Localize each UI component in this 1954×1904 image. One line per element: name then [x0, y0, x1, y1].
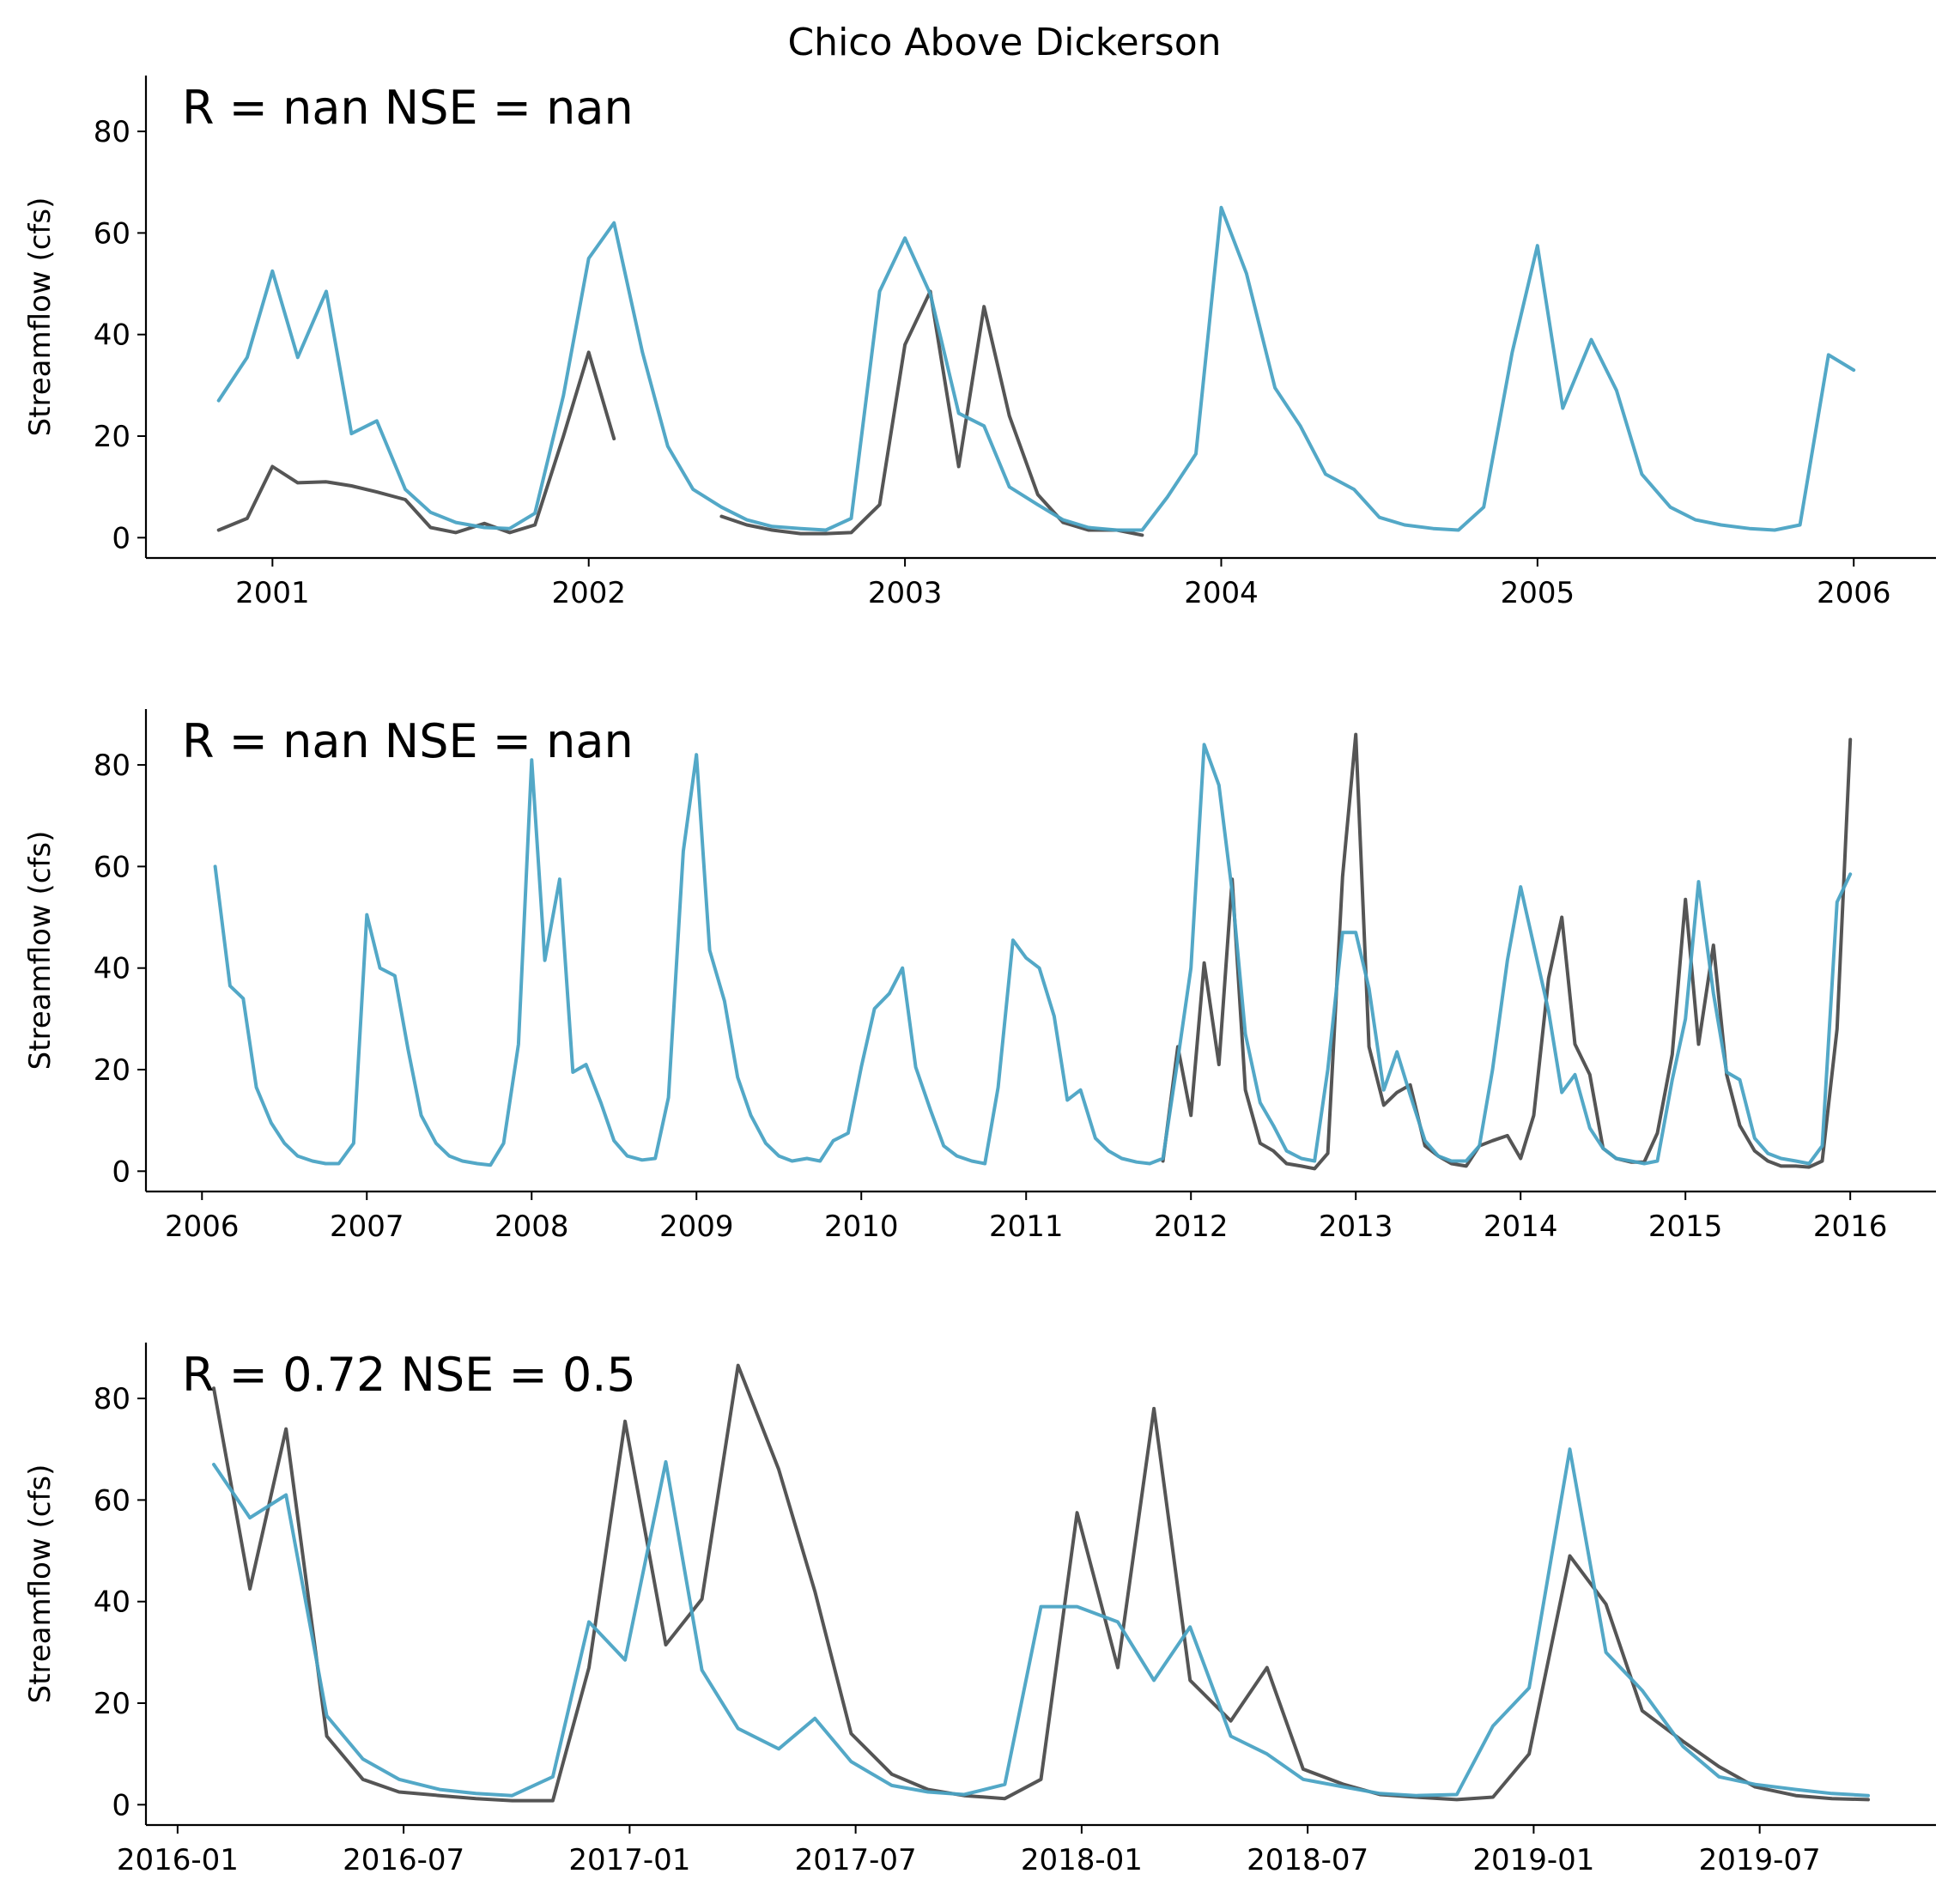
- y-tick-label: 20: [94, 1053, 130, 1088]
- y-axis-label: Streamflow (cfs): [23, 831, 58, 1070]
- y-tick-label: 40: [94, 952, 130, 986]
- x-tick-label: 2016-01: [117, 1843, 239, 1877]
- x-tick-label: 2019-01: [1472, 1843, 1594, 1877]
- observed-series-line: [212, 1363, 1870, 1803]
- x-tick-label: 2017-01: [568, 1843, 690, 1877]
- y-tick-label: 0: [112, 521, 130, 555]
- y-tick-label: 20: [94, 1687, 130, 1721]
- x-tick-label: 2014: [1484, 1210, 1558, 1244]
- x-tick-label: 2005: [1501, 576, 1575, 610]
- figure-title: Chico Above Dickerson: [787, 21, 1221, 64]
- chart-panel-1: 0 20 40 60 80 2001 2002 2003 2004 2005 2006 Streamf…: [23, 76, 1936, 610]
- y-tick-label: 0: [112, 1788, 130, 1822]
- x-tick-label: 2003: [868, 576, 943, 610]
- x-tick-label: 2010: [824, 1210, 899, 1244]
- simulated-series-line: [213, 743, 1853, 1167]
- x-tick-label: 2017-07: [795, 1843, 917, 1877]
- stats-annotation: R = nan NSE = nan: [182, 714, 634, 768]
- chart-panel-2: 0 20 40 60 80 2006 2007 2008 2009 2010 2011 2012 201…: [23, 709, 1936, 1244]
- x-tick-label: 2016-07: [343, 1843, 464, 1877]
- x-tick-label: 2011: [989, 1210, 1064, 1244]
- x-tick-label: 2006: [1817, 576, 1891, 610]
- x-tick-label: 2006: [165, 1210, 240, 1244]
- x-tick-label: 2007: [330, 1210, 404, 1244]
- panels: 0 20 40 60 80 2001 2002 2003 2004 2005 2006 Streamf…: [23, 76, 1936, 1877]
- observed-series-line: [1161, 732, 1853, 1171]
- chart-panel-3: 0 20 40 60 80 2016-01 2016-07 2017-01 2017-07 201…: [23, 1343, 1936, 1877]
- x-tick-label: 2016: [1813, 1210, 1888, 1244]
- x-tick-label: 2004: [1184, 576, 1259, 610]
- x-tick-label: 2018-07: [1247, 1843, 1368, 1877]
- x-tick-label: 2001: [235, 576, 310, 610]
- y-tick-label: 80: [94, 115, 130, 149]
- y-tick-label: 60: [94, 216, 130, 251]
- y-tick-label: 60: [94, 850, 130, 884]
- x-tick-label: 2018-01: [1021, 1843, 1143, 1877]
- y-tick-label: 80: [94, 749, 130, 783]
- x-tick-label: 2009: [659, 1210, 734, 1244]
- simulated-series-line: [216, 205, 1856, 532]
- x-tick-label: 2012: [1154, 1210, 1229, 1244]
- y-tick-label: 20: [94, 420, 130, 454]
- observed-series-line: [216, 350, 616, 535]
- stats-annotation: R = nan NSE = nan: [182, 81, 634, 135]
- y-tick-label: 0: [112, 1155, 130, 1189]
- y-tick-label: 80: [94, 1382, 130, 1416]
- y-axis-label: Streamflow (cfs): [23, 1464, 58, 1704]
- x-tick-label: 2002: [551, 576, 626, 610]
- x-tick-label: 2008: [495, 1210, 569, 1244]
- x-tick-label: 2019-07: [1699, 1843, 1821, 1877]
- observed-series-line: [719, 289, 1144, 537]
- y-tick-label: 40: [94, 1586, 130, 1620]
- y-axis-label: Streamflow (cfs): [23, 197, 58, 437]
- x-tick-label: 2015: [1648, 1210, 1723, 1244]
- y-tick-label: 40: [94, 318, 130, 353]
- stats-annotation: R = 0.72 NSE = 0.5: [182, 1348, 636, 1402]
- y-tick-label: 60: [94, 1483, 130, 1518]
- simulated-series-line: [212, 1447, 1870, 1798]
- x-tick-label: 2013: [1319, 1210, 1393, 1244]
